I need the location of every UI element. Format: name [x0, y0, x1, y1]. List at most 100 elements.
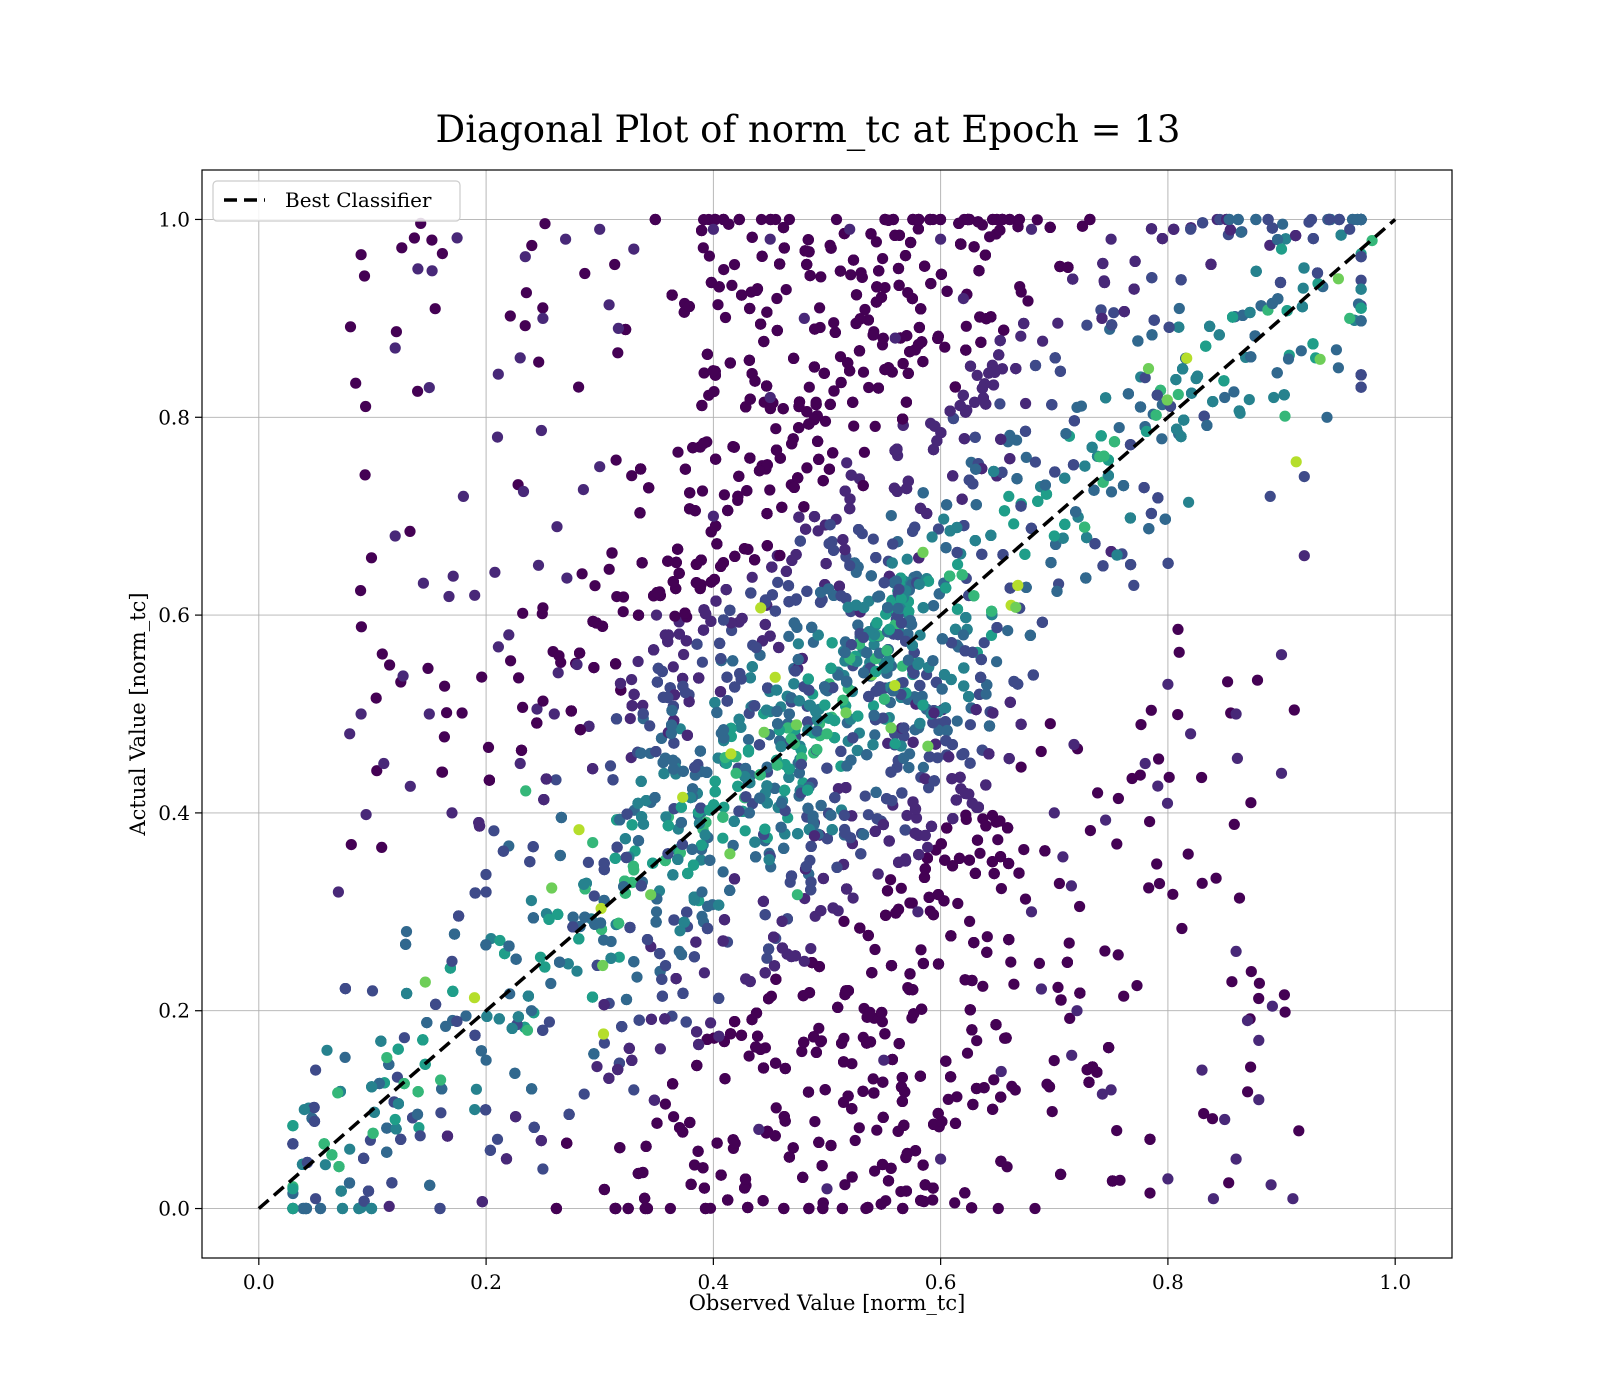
scatter-point [413, 1122, 425, 1134]
scatter-point [644, 720, 656, 732]
scatter-point [647, 857, 659, 869]
scatter-point [877, 1076, 889, 1088]
scatter-point [971, 1035, 983, 1047]
scatter-point [947, 813, 959, 825]
scatter-point [901, 553, 913, 565]
scatter-point [567, 921, 579, 933]
scatter-point [941, 724, 953, 737]
scatter-point [870, 552, 882, 564]
scatter-point [952, 897, 964, 910]
scatter-point [567, 911, 579, 923]
scatter-point [770, 973, 782, 985]
scatter-point [1018, 317, 1030, 330]
scatter-point [879, 364, 891, 376]
scatter-point [798, 1036, 810, 1048]
scatter-point [883, 835, 895, 847]
scatter-point [988, 379, 1000, 391]
scatter-point [941, 499, 953, 511]
scatter-point [1046, 1106, 1058, 1118]
scatter-point [677, 765, 689, 777]
scatter-point [907, 984, 919, 996]
scatter-point [773, 641, 785, 654]
scatter-point [718, 732, 730, 744]
scatter-point [552, 908, 564, 921]
scatter-point [1024, 629, 1036, 642]
scatter-point [1040, 488, 1053, 500]
scatter-point [782, 580, 795, 592]
scatter-point [870, 236, 883, 248]
scatter-point [742, 744, 755, 756]
scatter-point [339, 1051, 351, 1063]
scatter-point [836, 1037, 848, 1049]
scatter-point [957, 389, 969, 401]
scatter-point [778, 842, 790, 855]
scatter-point [690, 936, 702, 948]
scatter-point [648, 644, 660, 656]
scatter-point [1029, 456, 1041, 468]
scatter-point [772, 576, 784, 589]
scatter-point [718, 801, 730, 813]
scatter-point [683, 696, 695, 708]
scatter-point [628, 956, 640, 968]
scatter-point [1003, 934, 1015, 946]
scatter-point [1198, 410, 1210, 422]
scatter-point [691, 1059, 703, 1072]
scatter-point [902, 367, 914, 379]
scatter-point [968, 590, 980, 602]
scatter-point [859, 790, 871, 802]
scatter-point [1020, 581, 1032, 594]
scatter-point [739, 825, 751, 837]
scatter-point [945, 673, 957, 686]
scatter-point [717, 866, 729, 878]
scatter-point [865, 570, 877, 582]
scatter-point [742, 734, 755, 746]
scatter-point [994, 398, 1006, 410]
scatter-point [300, 1202, 312, 1215]
scatter-point [758, 335, 770, 348]
scatter-point [1050, 538, 1062, 551]
scatter-point [528, 1121, 540, 1133]
scatter-point [914, 717, 926, 730]
scatter-point [815, 799, 827, 812]
scatter-point [483, 774, 495, 786]
scatter-point [1175, 274, 1187, 286]
scatter-point [788, 352, 800, 364]
scatter-point [412, 1086, 424, 1098]
scatter-point [674, 1122, 686, 1134]
scatter-point [803, 246, 815, 258]
scatter-point [804, 699, 816, 712]
scatter-point [796, 1045, 808, 1058]
scatter-point [654, 948, 666, 960]
scatter-point [825, 242, 837, 254]
scatter-point [951, 546, 963, 559]
scatter-point [867, 329, 879, 341]
scatter-point [598, 1183, 611, 1196]
scatter-point [992, 834, 1004, 846]
scatter-point [966, 1024, 978, 1036]
scatter-point [666, 289, 678, 301]
scatter-point [675, 817, 688, 829]
scatter-point [1019, 893, 1032, 905]
scatter-point [1097, 560, 1109, 572]
scatter-point [1095, 430, 1107, 442]
scatter-point [451, 1015, 463, 1027]
scatter-point [1055, 1168, 1067, 1180]
scatter-point [833, 580, 846, 592]
scatter-point [421, 1017, 433, 1029]
scatter-point [573, 933, 585, 945]
scatter-point [940, 582, 952, 594]
scatter-point [527, 912, 540, 924]
scatter-point [837, 534, 849, 546]
scatter-point [832, 1001, 844, 1014]
scatter-point [819, 699, 831, 711]
scatter-point [535, 1135, 547, 1147]
scatter-point [827, 447, 839, 459]
scatter-point [1277, 218, 1289, 230]
scatter-point [800, 861, 812, 873]
scatter-point [783, 213, 796, 226]
scatter-point [771, 324, 783, 337]
scatter-point [813, 1022, 825, 1034]
scatter-point [801, 258, 813, 271]
scatter-point [932, 523, 945, 535]
scatter-point [724, 604, 736, 616]
